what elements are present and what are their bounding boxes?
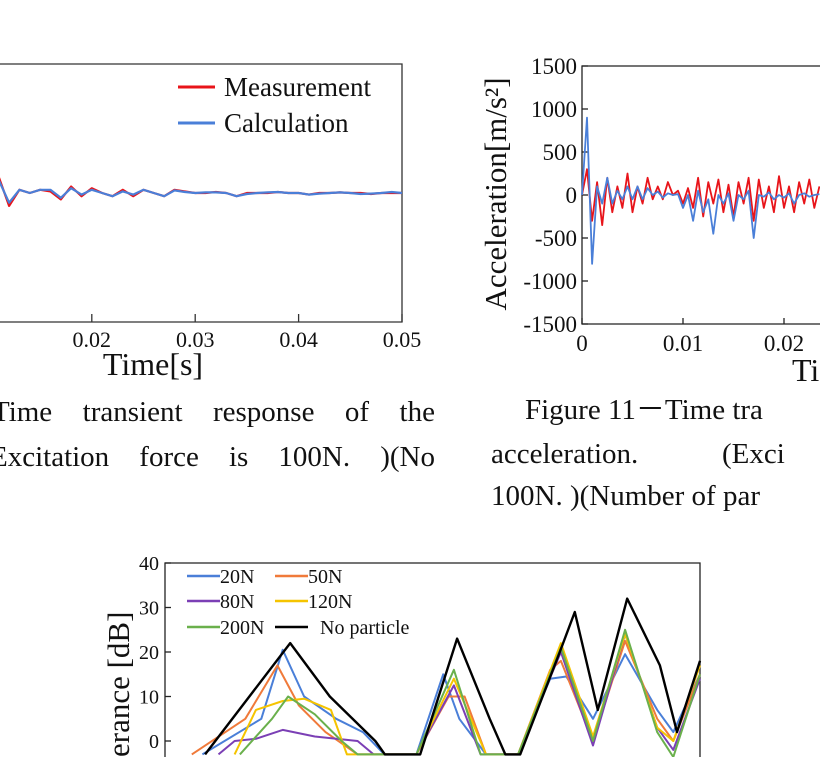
fig10-x-tick-label: 0.03 xyxy=(176,327,215,352)
fig11-caption-line3: 100N. )(Number of par xyxy=(491,480,760,512)
fig12-legend-label: 20N xyxy=(220,566,254,588)
fig12-plot-frame xyxy=(164,562,701,757)
fig10-x-tick-label: 0.02 xyxy=(73,327,112,352)
fig10-x-tick-label: 0.05 xyxy=(383,327,422,352)
fig11-caption-line2a: acceleration. xyxy=(491,438,639,470)
fig11-caption-line2b: (Exci xyxy=(722,438,785,470)
fig11-x-tick-label: 0.02 xyxy=(764,331,804,356)
fig11-y-axis-title: Acceleration[m/s²] xyxy=(478,77,513,310)
fig11-y-tick-label: -500 xyxy=(535,226,577,251)
fig10-legend-label: Calculation xyxy=(224,108,349,138)
fig11-series-calculation xyxy=(581,116,820,265)
fig12-series-group xyxy=(191,597,702,757)
fig12-legend-label: No particle xyxy=(320,617,410,639)
figures-root: 10.020.030.040.05Time[s]MeasurementCalcu… xyxy=(0,54,820,757)
fig11-caption-line1: Figure 11－Time tra xyxy=(525,394,763,426)
fig10-x-tick-label: 0.04 xyxy=(279,327,318,352)
fig11-y-tick-label: -1000 xyxy=(523,269,577,294)
fig10-series-group xyxy=(0,177,403,207)
fig10-x-axis-title: Time[s] xyxy=(103,346,203,382)
fig11-y-tick-label: 0 xyxy=(566,183,578,208)
fig11-y-tick-label: 1000 xyxy=(531,97,577,122)
fig10-legend-label: Measurement xyxy=(224,72,371,102)
fig12-legend-label: 50N xyxy=(308,566,342,588)
fig10-series-calculation xyxy=(0,180,403,204)
fig12-y-tick-label: 30 xyxy=(139,598,159,620)
fig12-series-no-particle xyxy=(204,597,702,756)
fig11-x-tick-label: 0.01 xyxy=(663,331,703,356)
fig11-x-axis-title: Ti xyxy=(792,352,819,388)
fig12-y-tick-label: 0 xyxy=(149,731,159,753)
fig11-series-measurement xyxy=(581,168,820,227)
fig12-series-200n xyxy=(239,628,701,757)
fig12-legend-label: 120N xyxy=(308,591,352,613)
fig11-y-tick-label: 1500 xyxy=(531,54,577,79)
fig12-y-axis-title: erance [dB] xyxy=(101,612,136,757)
fig12-y-tick-label: 40 xyxy=(139,553,159,575)
fig10-caption-line1: Time transient response of the xyxy=(0,396,435,428)
fig10-caption-line2: Excitation force is 100N. )(No xyxy=(0,441,435,473)
fig12-series-80n xyxy=(217,633,701,756)
fig12-series-20n xyxy=(201,648,701,756)
fig11-y-tick-label: 500 xyxy=(543,140,578,165)
fig11-y-tick-label: -1500 xyxy=(523,312,577,337)
fig12-legend-label: 80N xyxy=(220,591,254,613)
fig11-series-group xyxy=(581,116,820,265)
fig11-x-tick-label: 0 xyxy=(576,331,588,356)
fig12-y-tick-label: 20 xyxy=(139,642,159,664)
fig12-legend-label: 200N xyxy=(220,617,264,639)
fig12-y-tick-label: 10 xyxy=(139,687,159,709)
